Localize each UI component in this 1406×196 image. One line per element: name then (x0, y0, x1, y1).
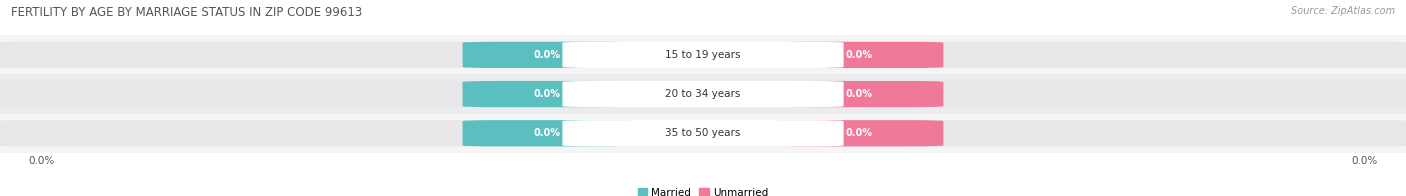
Text: 0.0%: 0.0% (845, 128, 873, 138)
Text: 0.0%: 0.0% (533, 128, 561, 138)
Text: 20 to 34 years: 20 to 34 years (665, 89, 741, 99)
FancyBboxPatch shape (775, 42, 943, 68)
FancyBboxPatch shape (0, 42, 1406, 68)
Text: 0.0%: 0.0% (845, 50, 873, 60)
Bar (0, 35, 1406, 74)
FancyBboxPatch shape (775, 120, 943, 146)
FancyBboxPatch shape (463, 120, 631, 146)
FancyBboxPatch shape (463, 81, 631, 107)
FancyBboxPatch shape (562, 120, 844, 146)
Text: 0.0%: 0.0% (28, 156, 55, 166)
Bar (0, 114, 1406, 153)
FancyBboxPatch shape (0, 81, 1406, 107)
Text: 0.0%: 0.0% (533, 50, 561, 60)
FancyBboxPatch shape (562, 42, 844, 68)
Text: 0.0%: 0.0% (533, 89, 561, 99)
Text: 15 to 19 years: 15 to 19 years (665, 50, 741, 60)
Bar (0, 74, 1406, 114)
FancyBboxPatch shape (0, 120, 1406, 146)
Text: 0.0%: 0.0% (845, 89, 873, 99)
Text: 35 to 50 years: 35 to 50 years (665, 128, 741, 138)
FancyBboxPatch shape (562, 81, 844, 107)
FancyBboxPatch shape (463, 42, 631, 68)
Legend: Married, Unmarried: Married, Unmarried (634, 184, 772, 196)
Text: 0.0%: 0.0% (1351, 156, 1378, 166)
FancyBboxPatch shape (775, 81, 943, 107)
Text: Source: ZipAtlas.com: Source: ZipAtlas.com (1291, 6, 1395, 16)
Text: FERTILITY BY AGE BY MARRIAGE STATUS IN ZIP CODE 99613: FERTILITY BY AGE BY MARRIAGE STATUS IN Z… (11, 6, 363, 19)
